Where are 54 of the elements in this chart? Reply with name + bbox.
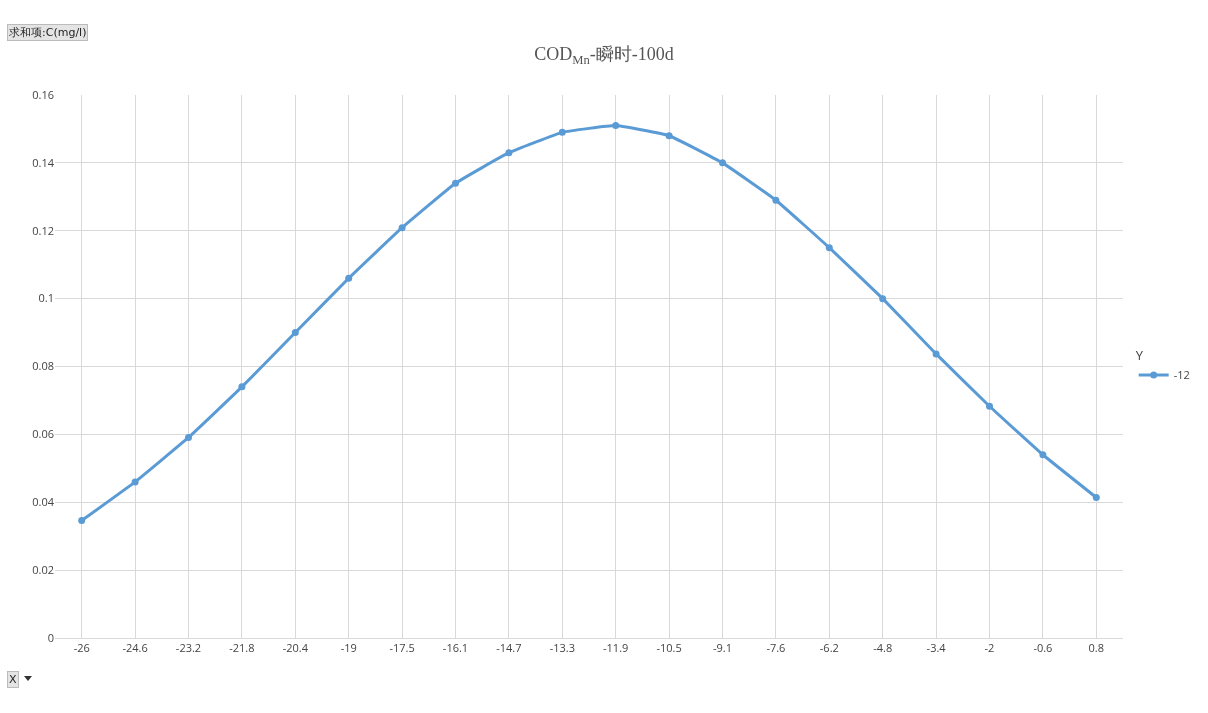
x-tick-label: -4.8 — [873, 640, 893, 656]
x-tick-label: -11.9 — [603, 640, 629, 656]
x-tick-label: -19 — [340, 640, 357, 656]
y-tick-label: 0.16 — [32, 86, 54, 102]
point — [291, 329, 299, 337]
x-tick-label: -7.6 — [766, 640, 786, 656]
legend-label: -12 — [1173, 367, 1190, 383]
point — [78, 517, 86, 525]
y-tick-label: 0.08 — [32, 358, 54, 374]
y-tick-label: 0 — [47, 629, 54, 645]
y-tick-label: 0.04 — [32, 494, 55, 510]
x-tick-label: -13.3 — [549, 640, 575, 656]
x-tick-label: 0.8 — [1088, 640, 1105, 656]
chart-title: COD$_{Mn}$-瞬时-100d — [534, 43, 674, 67]
x-tick-label: -0.6 — [1033, 640, 1053, 656]
x-tick-label: -10.5 — [656, 640, 682, 656]
x-tick-label: -14.7 — [496, 640, 522, 656]
point — [398, 224, 406, 232]
point — [986, 402, 993, 410]
point — [719, 159, 726, 167]
point — [238, 383, 246, 391]
point — [558, 128, 566, 136]
x-tick-label: -6.2 — [819, 640, 839, 656]
y-tick-label: 0.1 — [38, 290, 54, 306]
x-tick-label: -3.4 — [926, 640, 947, 656]
x-tick-label: -16.1 — [442, 640, 469, 656]
x-tick-label: -9.1 — [712, 640, 733, 656]
point — [825, 244, 833, 252]
point — [131, 478, 139, 486]
x-tick-label: -26 — [73, 640, 90, 656]
x-tick-label: -2 — [984, 640, 995, 656]
x-tick-label: -24.6 — [122, 640, 148, 656]
y-tick-label: 0.02 — [32, 561, 54, 577]
x-tick-label: -20.4 — [282, 640, 309, 656]
x-tick-label: -17.5 — [389, 640, 415, 656]
point — [185, 433, 192, 441]
x-tick-label: -23.2 — [175, 640, 202, 656]
point — [1039, 451, 1047, 459]
x-tick-label: -21.8 — [229, 640, 255, 656]
text: X — [9, 673, 17, 686]
y-tick-label: 0.12 — [32, 222, 54, 238]
point — [879, 295, 887, 303]
point — [772, 196, 780, 204]
point — [612, 122, 620, 130]
point — [1092, 494, 1100, 501]
point — [452, 179, 459, 187]
y-tick-label: 0.14 — [32, 154, 55, 170]
point — [932, 350, 940, 358]
y-tick-label: 0.06 — [32, 426, 54, 442]
legend-title: Y — [1135, 346, 1144, 365]
point — [505, 149, 513, 157]
text: 求和项:C(mg/l) — [9, 26, 87, 39]
point — [345, 274, 353, 282]
point — [665, 132, 673, 140]
